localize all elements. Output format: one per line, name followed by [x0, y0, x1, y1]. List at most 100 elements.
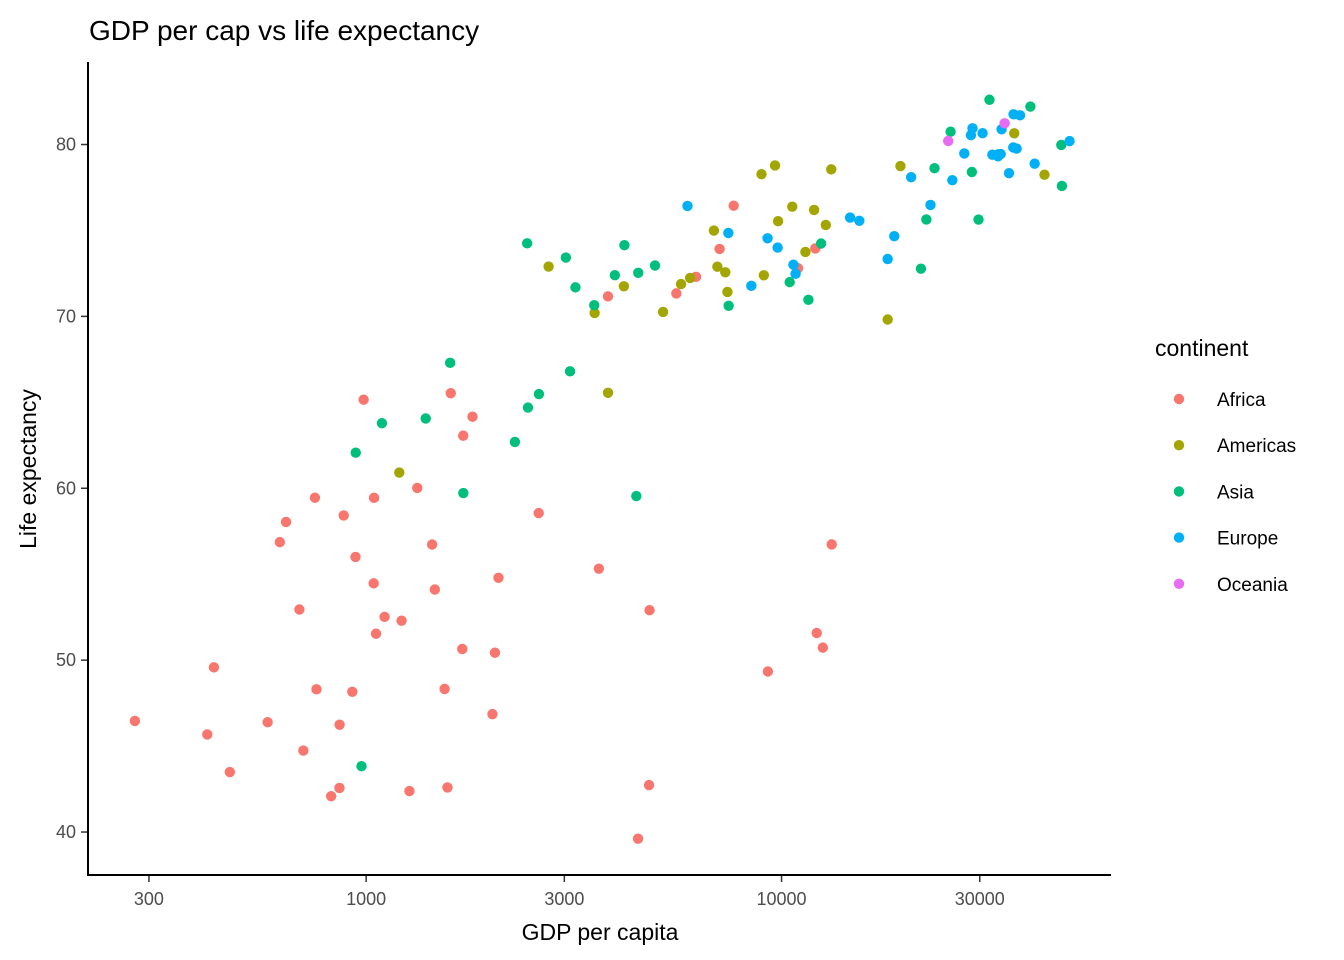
point-asia [589, 300, 600, 311]
point-africa [762, 666, 774, 677]
point-africa [489, 647, 501, 658]
point-africa [298, 745, 309, 756]
point-asia [966, 166, 978, 178]
legend-key-africa [1173, 393, 1185, 405]
point-africa [643, 779, 655, 791]
point-europe [925, 199, 936, 211]
point-americas [394, 467, 405, 478]
point-asia [631, 490, 642, 502]
point-americas [1009, 128, 1020, 139]
legend-key-europe [1173, 532, 1185, 543]
point-asia [803, 294, 814, 306]
point-africa [370, 628, 382, 639]
x-axis-ticks: 300 1000 3000 10000 30000 [134, 876, 1005, 909]
point-africa [280, 516, 292, 528]
point-africa [129, 715, 141, 727]
point-asia [521, 238, 533, 249]
y-tick-label: 60 [56, 478, 76, 498]
point-europe [905, 171, 917, 183]
point-africa [334, 782, 345, 794]
point-africa [202, 729, 213, 740]
point-americas [756, 168, 767, 180]
point-africa [325, 791, 337, 802]
point-africa [457, 430, 469, 441]
point-africa [487, 708, 498, 720]
point-europe [854, 215, 865, 226]
point-africa [671, 288, 682, 299]
point-americas [657, 306, 669, 318]
point-americas [720, 267, 731, 278]
point-africa [632, 833, 644, 844]
point-africa [262, 717, 273, 728]
point-americas [787, 201, 798, 212]
point-asia [458, 487, 469, 499]
point-europe [992, 149, 1004, 160]
legend-key-asia [1173, 486, 1185, 497]
legend-key-americas [1173, 440, 1185, 451]
point-americas [895, 160, 906, 172]
x-tick-label: 10000 [757, 889, 807, 909]
point-asia [649, 260, 661, 271]
point-asia [376, 418, 388, 429]
point-asia [522, 402, 534, 413]
point-africa [208, 662, 220, 673]
point-africa [445, 388, 456, 399]
point-americas [1039, 169, 1050, 180]
point-asia [815, 238, 827, 249]
point-africa [429, 584, 441, 595]
point-africa [457, 643, 468, 655]
point-europe [947, 174, 958, 186]
point-europe [889, 231, 900, 242]
point-americas [769, 160, 781, 171]
point-africa [368, 492, 380, 504]
point-asia [509, 436, 521, 448]
point-africa [309, 492, 321, 503]
legend-title: continent [1155, 335, 1249, 361]
point-asia [420, 413, 431, 424]
point-africa [368, 578, 379, 589]
point-asia [356, 761, 367, 772]
point-europe [762, 233, 773, 244]
legend-label: Oceania [1217, 575, 1288, 596]
point-asia [1056, 139, 1067, 151]
point-europe [1029, 158, 1040, 169]
point-americas [800, 246, 811, 258]
point-africa [439, 683, 450, 695]
x-axis-title: GDP per capita [522, 919, 679, 945]
y-tick-label: 70 [56, 306, 76, 326]
point-americas [826, 164, 837, 175]
point-americas [722, 286, 733, 298]
point-africa [442, 782, 453, 793]
point-europe [1003, 167, 1015, 179]
point-asia [570, 282, 581, 293]
point-africa [224, 766, 236, 778]
point-africa [311, 684, 322, 695]
points-layer [129, 94, 1075, 844]
point-oceania [942, 135, 954, 147]
point-europe [723, 227, 734, 239]
point-africa [347, 686, 358, 697]
point-americas [820, 219, 831, 231]
point-asia [723, 300, 734, 311]
point-americas [758, 270, 770, 281]
x-tick-label: 300 [134, 889, 164, 909]
point-europe [682, 200, 693, 212]
point-asia [973, 214, 984, 225]
legend-label: Americas [1217, 436, 1296, 457]
point-asia [533, 388, 545, 400]
point-europe [977, 128, 988, 139]
point-asia [984, 94, 995, 105]
point-africa [404, 785, 415, 797]
x-tick-label: 3000 [544, 889, 584, 909]
point-americas [882, 314, 893, 325]
point-americas [618, 281, 630, 292]
point-asia [444, 357, 456, 369]
point-americas [543, 261, 554, 272]
point-africa [644, 604, 655, 616]
legend-label: Asia [1217, 482, 1254, 503]
point-europe [959, 148, 970, 159]
point-europe [1064, 135, 1075, 147]
point-africa [379, 611, 390, 623]
chart-title: GDP per cap vs life expectancy [89, 15, 479, 46]
point-africa [728, 200, 739, 211]
